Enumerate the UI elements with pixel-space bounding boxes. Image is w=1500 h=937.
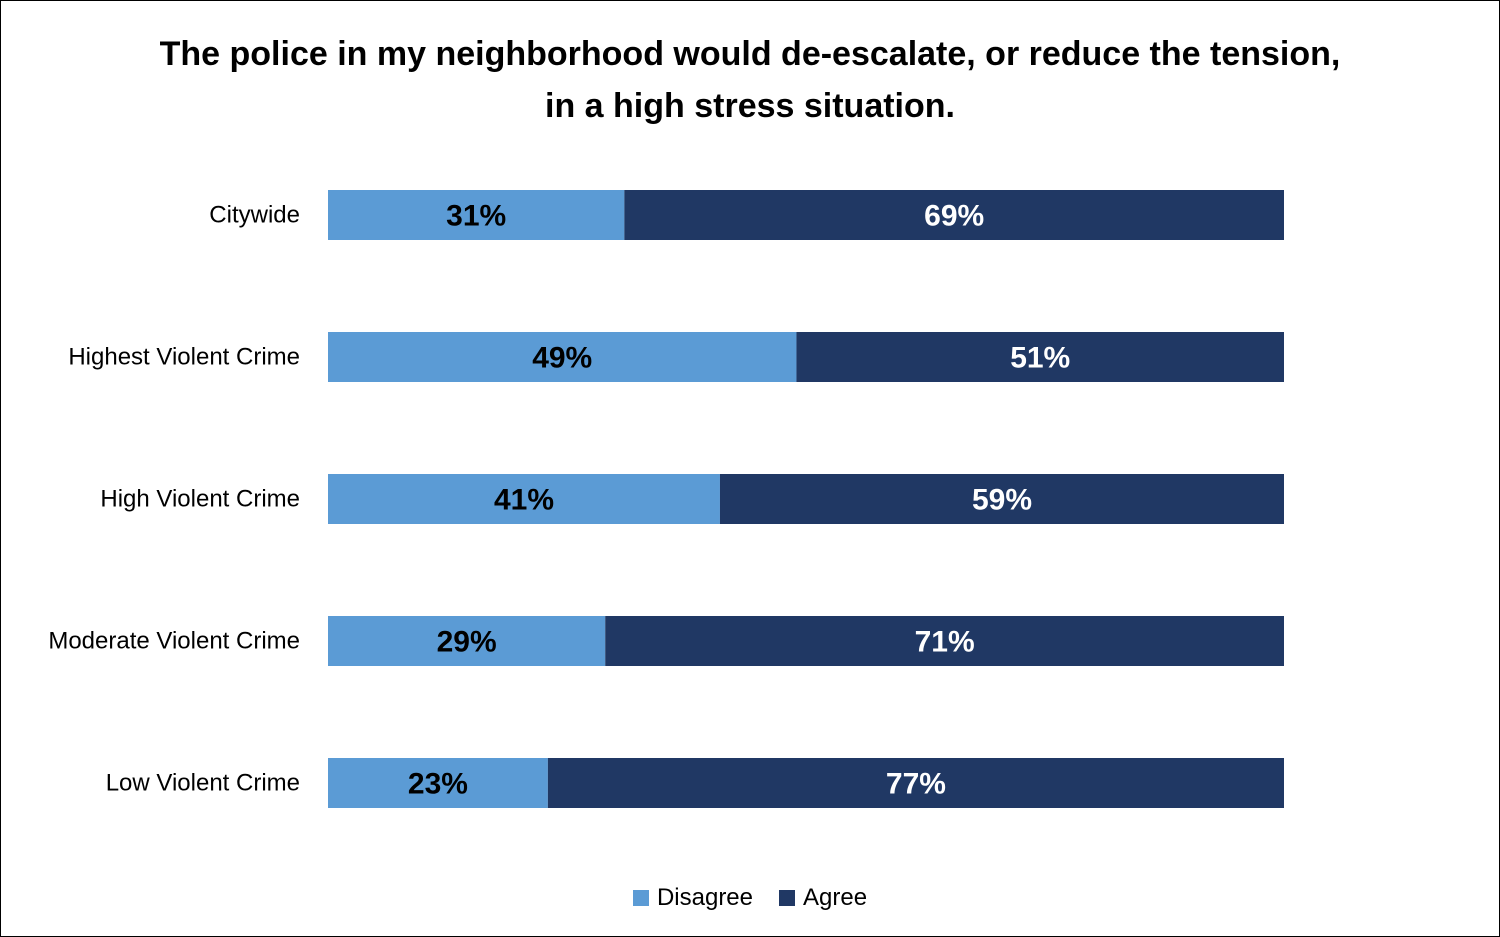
data-label-disagree-citywide: 31% — [446, 200, 506, 233]
category-label-high-violent-crime: High Violent Crime — [100, 486, 300, 513]
legend-swatch-agree — [779, 890, 795, 906]
chart-title: The police in my neighborhood would de-e… — [159, 35, 1341, 125]
category-label-citywide: Citywide — [209, 202, 300, 229]
category-label-moderate-violent-crime: Moderate Violent Crime — [48, 628, 300, 655]
bar-agree-citywide — [624, 190, 1284, 240]
category-label-low-violent-crime: Low Violent Crime — [106, 770, 300, 797]
data-label-disagree-moderate-violent-crime: 29% — [437, 626, 497, 659]
category-label-highest-violent-crime: Highest Violent Crime — [68, 344, 300, 371]
legend-label-agree: Agree — [803, 884, 868, 911]
data-label-agree-citywide: 69% — [924, 200, 984, 233]
data-label-disagree-low-violent-crime: 23% — [408, 768, 468, 801]
bar-disagree-highest-violent-crime — [328, 332, 797, 382]
data-label-agree-highest-violent-crime: 51% — [1010, 342, 1070, 375]
bar-disagree-low-violent-crime — [328, 758, 548, 808]
data-label-disagree-highest-violent-crime: 49% — [532, 342, 592, 375]
legend-swatch-disagree — [632, 890, 649, 906]
data-label-agree-high-violent-crime: 59% — [972, 484, 1032, 517]
legend-label-disagree: Disagree — [656, 884, 753, 911]
bar-agree-high-violent-crime — [719, 474, 1284, 524]
data-label-agree-low-violent-crime: 77% — [886, 768, 946, 801]
bar-agree-highest-violent-crime — [796, 332, 1284, 382]
data-label-disagree-high-violent-crime: 41% — [494, 484, 554, 517]
bar-agree-low-violent-crime — [547, 758, 1284, 808]
legend-item-disagree: Disagree — [632, 884, 753, 912]
data-label-agree-moderate-violent-crime: 71% — [915, 626, 975, 659]
legend-item-agree: Agree — [779, 884, 867, 912]
legend: Disagree Agree — [0, 884, 1500, 912]
bar-agree-moderate-violent-crime — [605, 616, 1284, 666]
bar-disagree-high-violent-crime — [328, 474, 720, 524]
bar-disagree-citywide — [328, 190, 625, 240]
bar-disagree-moderate-violent-crime — [328, 616, 606, 666]
